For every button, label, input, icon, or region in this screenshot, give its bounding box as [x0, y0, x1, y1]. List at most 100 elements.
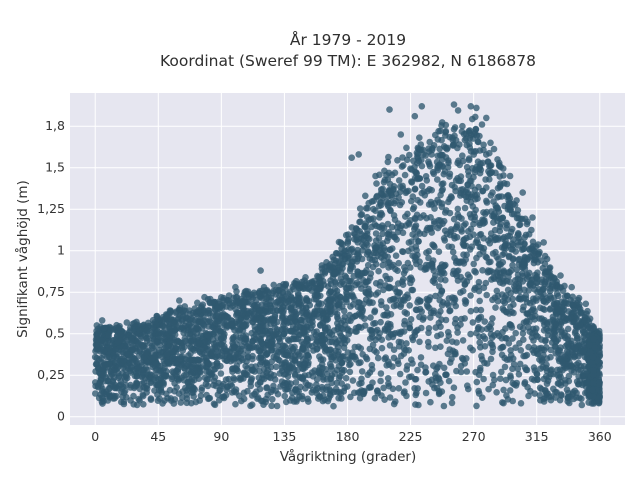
data-point: [252, 388, 260, 396]
data-point: [431, 220, 438, 227]
data-point: [512, 344, 519, 352]
data-point: [457, 368, 465, 376]
data-point: [98, 337, 106, 344]
data-point: [184, 315, 191, 322]
data-point: [557, 344, 564, 351]
data-point: [449, 248, 457, 256]
data-point: [517, 400, 525, 407]
data-point: [188, 399, 195, 407]
data-point: [450, 101, 458, 108]
data-point: [198, 386, 205, 394]
data-point: [547, 305, 554, 312]
data-point: [257, 267, 264, 274]
data-point: [338, 395, 345, 402]
data-point: [476, 231, 484, 239]
data-point: [389, 245, 396, 252]
data-point: [413, 306, 421, 314]
data-point: [478, 352, 485, 360]
data-point: [441, 227, 449, 234]
x-tick-labels: 0 45 90 135 180 225 270 315 360: [91, 429, 611, 444]
data-point: [564, 336, 571, 343]
data-point: [257, 324, 264, 332]
data-point: [377, 298, 385, 305]
data-point: [487, 139, 494, 147]
data-point: [400, 162, 407, 169]
data-point: [488, 341, 496, 349]
data-point: [424, 296, 432, 304]
data-point: [364, 205, 371, 212]
data-point: [390, 212, 398, 219]
data-point: [454, 324, 461, 331]
data-point: [440, 402, 448, 410]
data-points: [91, 101, 604, 410]
data-point: [517, 347, 525, 354]
data-point: [424, 338, 432, 346]
data-point: [384, 309, 391, 317]
data-point: [432, 292, 439, 300]
data-point: [135, 352, 143, 360]
data-point: [475, 387, 482, 395]
data-point: [416, 338, 423, 346]
data-point: [425, 378, 433, 385]
data-point: [195, 340, 203, 347]
data-point: [568, 283, 575, 291]
data-point: [332, 269, 339, 276]
data-point: [159, 322, 167, 330]
data-point: [474, 325, 482, 333]
data-point: [233, 311, 240, 319]
data-point: [327, 288, 334, 295]
data-point: [181, 372, 188, 379]
data-point: [359, 247, 366, 254]
data-point: [99, 385, 106, 393]
data-point: [580, 349, 587, 356]
data-point: [510, 236, 517, 243]
data-point: [315, 273, 322, 281]
data-point: [271, 376, 279, 383]
data-point: [505, 253, 513, 261]
data-point: [361, 223, 369, 231]
data-point: [595, 399, 603, 406]
data-point: [239, 311, 246, 318]
data-point: [273, 402, 281, 410]
data-point: [411, 112, 419, 120]
data-point: [523, 299, 531, 306]
data-point: [247, 402, 254, 410]
data-point: [339, 264, 346, 272]
data-point: [543, 325, 550, 333]
data-point: [509, 335, 516, 342]
data-point: [417, 354, 425, 361]
data-point: [344, 231, 352, 238]
data-point: [467, 330, 474, 338]
data-point: [416, 313, 423, 321]
data-point: [498, 351, 506, 359]
data-point: [381, 355, 389, 363]
data-point: [429, 144, 436, 152]
data-point: [501, 242, 509, 249]
data-point: [192, 364, 199, 372]
data-point: [288, 394, 296, 402]
data-point: [536, 384, 544, 392]
data-point: [338, 254, 346, 261]
data-point: [413, 149, 421, 157]
data-point: [353, 258, 361, 265]
x-tick-label: 90: [213, 429, 229, 444]
data-point: [97, 371, 104, 378]
data-point: [590, 335, 597, 343]
data-point: [217, 370, 225, 377]
data-point: [542, 299, 549, 306]
data-point: [358, 375, 365, 383]
data-point: [200, 317, 208, 324]
data-point: [373, 222, 380, 230]
data-point: [397, 183, 404, 190]
data-point: [177, 399, 185, 406]
data-point: [244, 347, 252, 355]
data-point: [355, 252, 363, 260]
data-point: [461, 280, 469, 288]
data-point: [483, 291, 491, 299]
data-point: [534, 350, 542, 357]
data-point: [503, 277, 511, 285]
data-point: [390, 261, 397, 269]
data-point: [205, 395, 212, 403]
data-point: [263, 288, 271, 296]
data-point: [504, 286, 512, 294]
